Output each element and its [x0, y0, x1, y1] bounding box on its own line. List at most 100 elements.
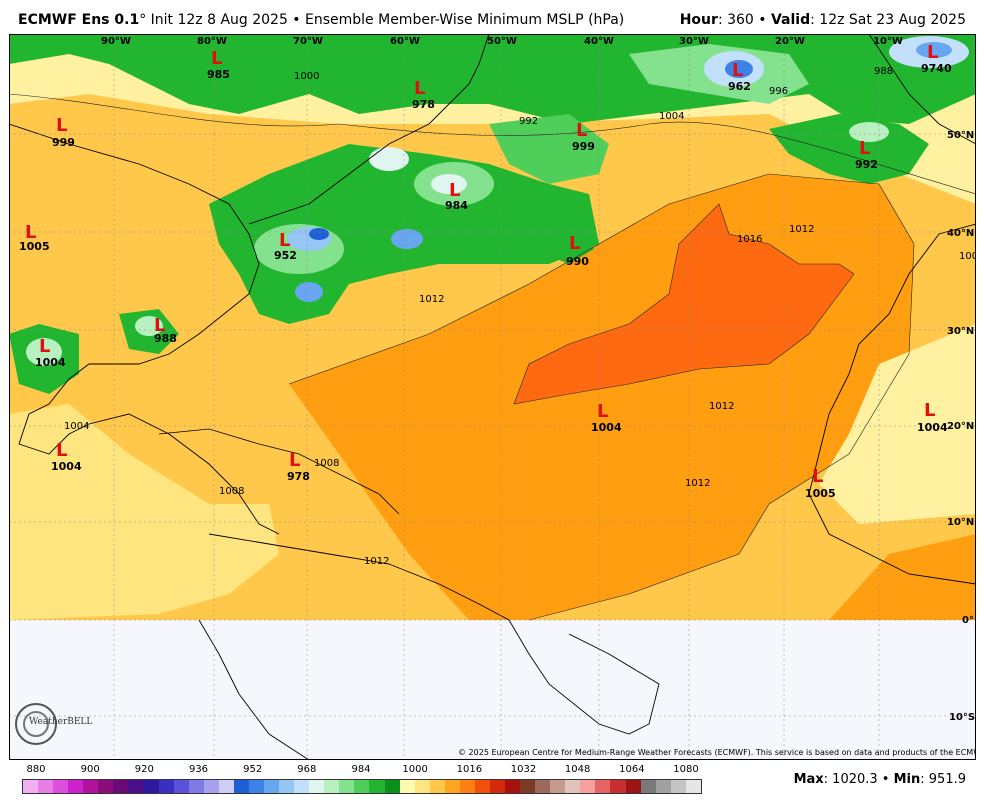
contour-label: 1012: [364, 556, 389, 567]
colorbar-swatch: [640, 780, 656, 793]
colorbar-swatch: [595, 780, 611, 793]
deep-low-southern-core: [295, 282, 323, 302]
lon-label-50w: 50°W: [487, 36, 517, 47]
hour-value: : 360 •: [717, 12, 771, 28]
svg-text:L: L: [279, 230, 290, 251]
svg-text:L: L: [56, 115, 67, 136]
colorbar-swatch: [218, 780, 234, 793]
svg-text:1004: 1004: [51, 460, 82, 473]
svg-text:L: L: [154, 315, 165, 336]
svg-text:L: L: [576, 120, 587, 141]
colorbar-swatch: [83, 780, 99, 793]
colorbar-swatch: [550, 780, 566, 793]
lon-label-30w: 30°W: [679, 36, 709, 47]
colorbar-swatch: [580, 780, 596, 793]
lat-label-50n: 50°N: [947, 130, 974, 141]
colorbar-tick-label: 936: [188, 764, 209, 775]
map-canvas: 90°W 80°W 70°W 60°W 50°W 40°W 30°W 20°W …: [9, 34, 976, 760]
valid-label: Valid: [770, 12, 811, 28]
degree-symbol: °: [139, 12, 147, 28]
contour-label: 1008: [314, 458, 339, 469]
deep-low-962-core: [725, 60, 753, 78]
lon-label-80w: 80°W: [197, 36, 227, 47]
lon-label-70w: 70°W: [293, 36, 323, 47]
contour-label: 1008: [219, 486, 244, 497]
isobar-1012: [288, 173, 915, 621]
lat-label-10n: 10°N: [947, 517, 974, 528]
svg-text:L: L: [924, 400, 935, 421]
colorbar-swatch: [279, 780, 295, 793]
colorbar-tick-label: 968: [297, 764, 317, 775]
colorbar-swatch: [625, 780, 641, 793]
colorbar-swatch: [535, 780, 551, 793]
svg-text:1004: 1004: [35, 356, 66, 369]
copyright-notice: © 2025 European Centre for Medium-Range …: [458, 748, 976, 757]
contour-label: 1012: [419, 294, 444, 305]
svg-text:978: 978: [287, 470, 310, 483]
colorbar-swatch: [610, 780, 626, 793]
svg-text:990: 990: [566, 255, 589, 268]
low-pressure-east-atlantic: [769, 114, 929, 184]
colorbar-swatch: [203, 780, 219, 793]
colorbar-tick-label: 952: [243, 764, 263, 775]
colorbar-swatch: [294, 780, 310, 793]
contour-label: 992: [519, 116, 538, 127]
coastline-canada: [248, 34, 490, 225]
lon-label-60w: 60°W: [390, 36, 420, 47]
svg-text:999: 999: [572, 140, 595, 153]
lat-label-30n: 30°N: [947, 326, 974, 337]
valid-value: : 12z Sat 23 Aug 2025: [810, 12, 966, 28]
svg-text:L: L: [25, 222, 36, 243]
colorbar-swatch: [505, 780, 521, 793]
max-label: Max: [793, 772, 824, 787]
contour-label: 1012: [685, 478, 710, 489]
colorbar-tick-label: 1032: [510, 764, 537, 775]
lat-label-10s: 10°S: [949, 712, 975, 723]
colorbar-swatch: [354, 780, 370, 793]
pressure-1004-central-america: [9, 404, 279, 620]
svg-text:L: L: [56, 440, 67, 461]
deep-low-952-core: [309, 228, 329, 240]
colorbar-swatch: [158, 780, 174, 793]
deep-low-nova-scotia: [369, 147, 409, 171]
colorbar-swatch: [233, 780, 249, 793]
colorbar-tick-label: 900: [80, 764, 100, 775]
hour-label: Hour: [679, 12, 718, 28]
forecast-time: Hour: 360 • Valid: 12z Sat 23 Aug 2025: [680, 12, 966, 28]
lat-label-equator: 0°: [962, 615, 974, 626]
svg-text:1005: 1005: [805, 487, 836, 500]
deep-low-984-core: [431, 174, 467, 194]
low-pressure-mid-atlantic: [489, 114, 609, 184]
coastline-pacific-south-america: [198, 619, 310, 760]
colorbar-tick-label: 984: [351, 764, 371, 775]
lon-label-20w: 20°W: [775, 36, 805, 47]
colorbar-swatch: [248, 780, 264, 793]
model-name: ECMWF Ens 0.1: [18, 12, 140, 28]
colorbar-swatch: [309, 780, 325, 793]
colorbar-swatch: [399, 780, 415, 793]
svg-text:WeatherBELL: WeatherBELL: [29, 717, 92, 727]
colorbar-tick-label: 920: [134, 764, 154, 775]
colorbar-swatch: [384, 780, 400, 793]
deep-low-992-core: [849, 122, 889, 142]
gulf-low-core: [26, 338, 62, 366]
colorbar-swatch: [489, 780, 505, 793]
deep-low-secondary-core: [391, 229, 423, 249]
header: ECMWF Ens 0.1° Init 12z 8 Aug 2025 • Ens…: [0, 0, 984, 34]
svg-text:992: 992: [855, 158, 878, 171]
contour-label: 1012: [789, 224, 814, 235]
colorbar-tick-label: 1000: [402, 764, 428, 775]
svg-text:L: L: [449, 180, 460, 201]
colorbar-swatch: [655, 780, 671, 793]
colorbar-swatch: [414, 780, 430, 793]
lat-label-40n: 40°N: [947, 228, 974, 239]
